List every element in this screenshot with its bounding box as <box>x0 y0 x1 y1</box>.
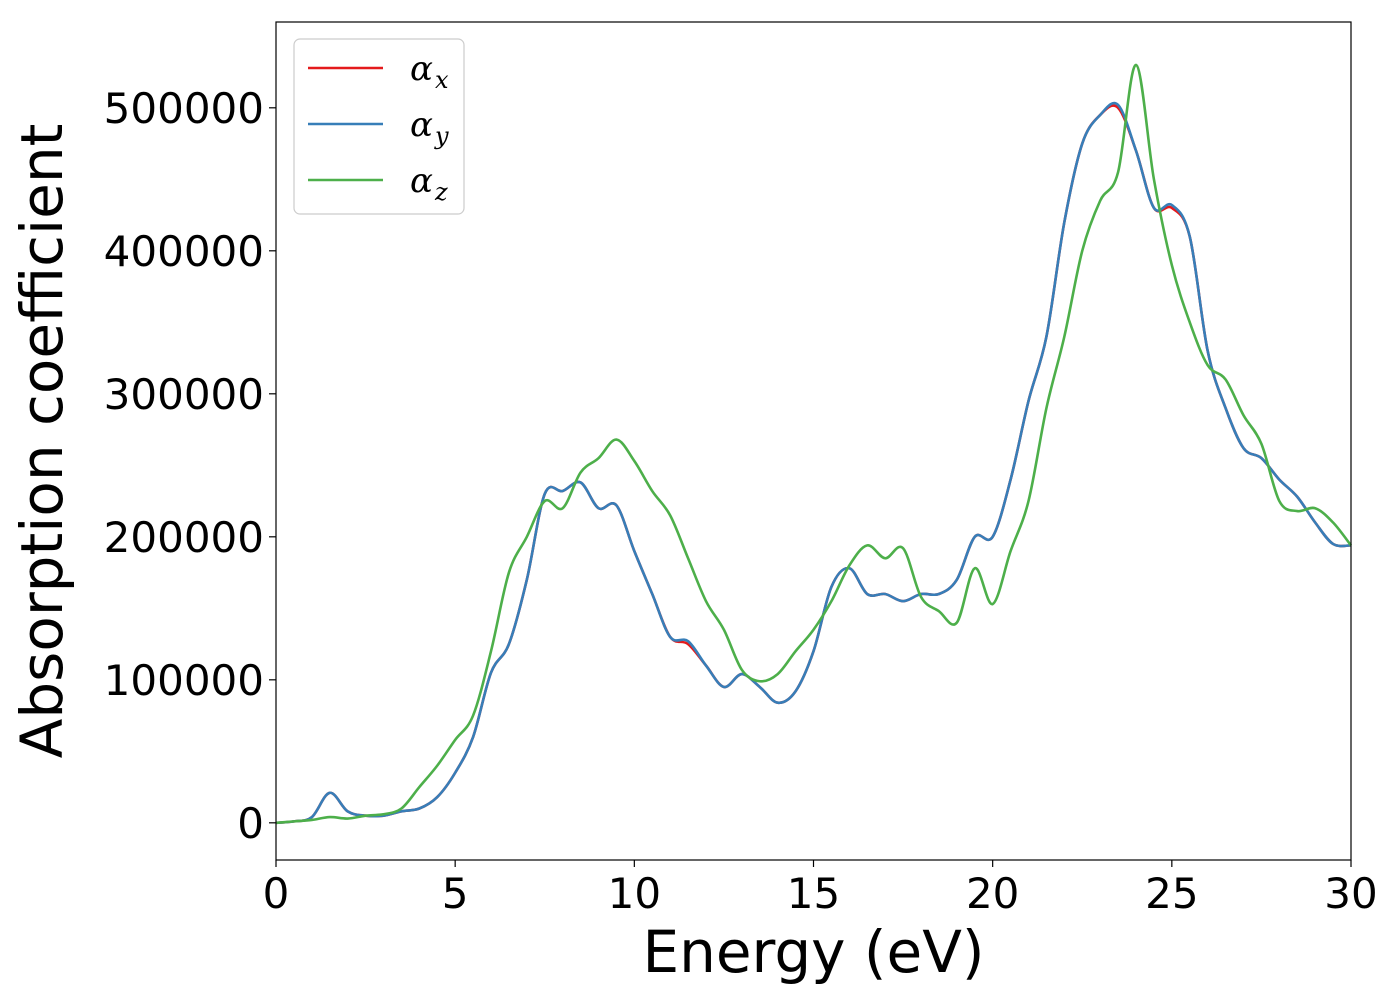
x-tick-label: 0 <box>263 869 290 918</box>
x-tick-label: 25 <box>1145 869 1198 918</box>
series-layer <box>275 63 1353 825</box>
y-tick-label: 400000 <box>104 227 264 276</box>
x-tick-label: 30 <box>1324 869 1377 918</box>
y-tick-label: 100000 <box>104 656 264 705</box>
y-axis: 0 100000 200000 300000 400000 500000 <box>104 84 276 848</box>
y-tick-label: 0 <box>237 799 264 848</box>
y-tick-label: 300000 <box>104 370 264 419</box>
y-tick-label: 500000 <box>104 84 264 133</box>
x-tick-label: 5 <box>442 869 469 918</box>
y-tick-label: 200000 <box>104 513 264 562</box>
x-tick-label: 20 <box>966 869 1019 918</box>
x-tick-label: 10 <box>608 869 661 918</box>
legend-label-x: αx <box>410 49 449 94</box>
series-line-z <box>275 63 1353 825</box>
y-axis-title: Absorption coefficient <box>8 124 76 759</box>
x-tick-label: 15 <box>787 869 840 918</box>
x-axis-title: Energy (eV) <box>642 918 984 986</box>
x-axis: 0 5 10 15 20 25 30 <box>263 860 1378 918</box>
series-line-y <box>275 101 1352 825</box>
legend-box <box>293 38 465 215</box>
